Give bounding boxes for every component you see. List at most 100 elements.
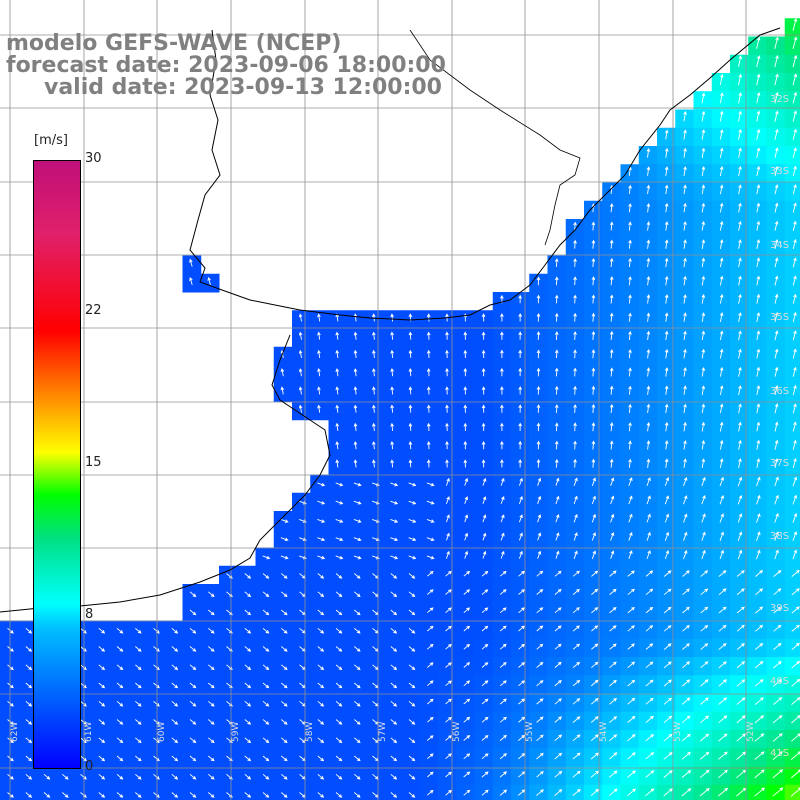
wind-arrow — [207, 276, 211, 286]
wind-arrow — [645, 770, 655, 778]
wind-arrow — [536, 607, 544, 614]
wind-arrow — [774, 531, 779, 542]
wind-arrow — [700, 661, 709, 669]
wind-arrow — [208, 664, 215, 671]
wind-cell — [638, 784, 658, 800]
wind-cell — [784, 328, 800, 348]
wind-arrow — [554, 789, 563, 796]
wind-arrow — [482, 532, 487, 541]
wind-arrow — [518, 643, 526, 650]
wind-arrow — [135, 664, 142, 671]
wind-arrow — [663, 733, 673, 742]
wind-arrow — [481, 570, 489, 577]
wind-arrow — [171, 700, 179, 707]
wind-arrow — [792, 73, 798, 86]
wind-cell — [784, 784, 800, 800]
wind-arrow — [135, 755, 142, 762]
wind-arrow — [701, 202, 706, 213]
wind-arrow — [719, 147, 724, 158]
wind-arrow — [25, 664, 33, 671]
wind-arrow — [609, 440, 614, 450]
wind-arrow — [189, 719, 197, 725]
wind-arrow — [244, 573, 252, 579]
wind-arrow — [481, 734, 489, 741]
wind-arrow — [628, 550, 633, 560]
wind-arrow — [445, 789, 453, 796]
wind-arrow — [536, 385, 541, 395]
wind-arrow — [664, 239, 669, 249]
wind-arrow — [518, 716, 526, 723]
wind-arrow — [754, 679, 764, 687]
wind-arrow — [774, 257, 779, 268]
wind-arrow — [699, 787, 710, 797]
wind-arrow — [790, 787, 800, 797]
wind-arrow — [335, 331, 340, 340]
wind-arrow — [646, 275, 651, 286]
wind-arrow — [445, 349, 449, 359]
wind-arrow — [699, 769, 710, 779]
wind-arrow — [738, 220, 742, 231]
wind-arrow — [792, 421, 797, 432]
wind-cell — [784, 182, 800, 202]
wind-arrow — [554, 716, 563, 723]
wind-cell — [784, 219, 800, 238]
wind-arrow — [262, 664, 270, 671]
wind-arrow — [609, 403, 614, 414]
wind-arrow — [244, 591, 252, 598]
wind-arrow — [262, 646, 270, 652]
wind-arrow — [554, 276, 559, 286]
wind-arrow — [591, 495, 596, 505]
wind-arrow — [663, 625, 672, 632]
wind-cell — [365, 784, 384, 800]
wind-arrow — [317, 404, 321, 413]
wind-arrow — [773, 588, 782, 596]
wind-arrow — [408, 537, 417, 542]
wind-arrow — [518, 550, 523, 559]
wind-arrow — [683, 166, 687, 176]
wind-arrow — [554, 458, 559, 468]
wind-arrow — [792, 220, 797, 231]
wind-arrow — [463, 386, 468, 395]
wind-arrow — [573, 258, 577, 267]
wind-arrow — [171, 719, 179, 725]
wind-arrow — [645, 679, 654, 687]
wind-arrow — [591, 570, 599, 577]
wind-arrow — [463, 440, 468, 450]
wind-cell — [0, 784, 19, 800]
wind-cell — [784, 419, 800, 439]
colorbar-tick: 8 — [85, 607, 94, 622]
wind-arrow — [700, 643, 709, 650]
wind-arrow — [701, 549, 706, 560]
wind-arrow — [791, 715, 800, 724]
wind-arrow — [481, 680, 489, 687]
wind-arrow — [536, 570, 544, 577]
wind-arrow — [537, 550, 542, 559]
wind-cell — [438, 784, 457, 800]
wind-arrow — [754, 660, 764, 669]
wind-arrow — [628, 349, 632, 359]
wind-arrow — [390, 386, 394, 395]
wind-arrow — [609, 661, 617, 669]
wind-arrow — [683, 275, 687, 286]
wind-arrow — [573, 513, 578, 523]
wind-cell — [200, 784, 220, 800]
wind-arrow — [244, 755, 252, 762]
wind-arrow — [683, 312, 687, 322]
wind-arrow — [609, 221, 614, 231]
wind-arrow — [427, 680, 434, 687]
wind-arrow — [573, 239, 577, 249]
wind-arrow — [645, 643, 654, 650]
wind-arrow — [518, 625, 526, 632]
wind-arrow — [171, 627, 179, 634]
wind-arrow — [664, 513, 670, 523]
wind-arrow — [756, 110, 761, 122]
wind-arrow — [427, 570, 434, 577]
wind-arrow — [628, 458, 632, 468]
wind-cell — [784, 638, 800, 658]
wind-arrow — [353, 459, 358, 468]
wind-arrow — [591, 458, 596, 468]
wind-arrow — [98, 792, 106, 798]
wind-arrow — [353, 386, 358, 395]
wind-arrow — [663, 606, 672, 614]
wind-arrow — [792, 165, 797, 177]
